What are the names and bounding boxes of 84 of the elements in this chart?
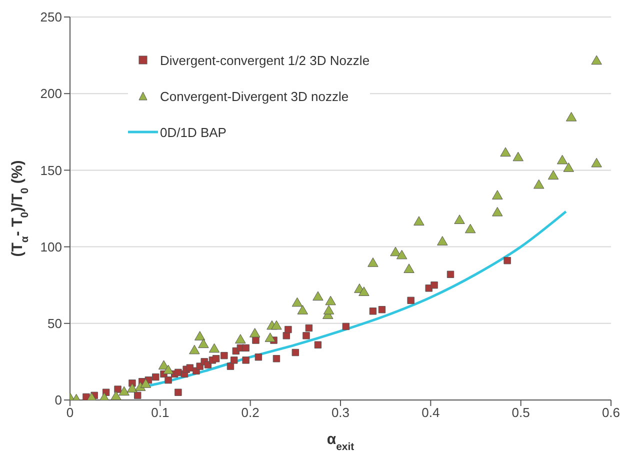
point — [591, 158, 602, 168]
point — [284, 326, 292, 334]
point — [396, 250, 408, 260]
y-tick-label: 150 — [40, 162, 62, 178]
point — [566, 112, 577, 122]
point — [563, 162, 574, 172]
point — [378, 306, 386, 314]
point — [235, 334, 246, 344]
x-axis-title: α$_{exit}$ — [326, 431, 355, 451]
point — [252, 336, 260, 344]
point — [302, 332, 310, 340]
point — [242, 356, 250, 364]
x-tick-label: 0.2 — [241, 405, 260, 420]
point — [110, 390, 122, 400]
point — [414, 216, 424, 226]
point — [164, 376, 172, 384]
point — [500, 147, 511, 157]
point — [390, 246, 401, 256]
point — [305, 324, 313, 332]
y-tick-label: 50 — [48, 316, 62, 332]
point — [264, 332, 276, 342]
point — [230, 356, 238, 364]
point — [198, 338, 209, 348]
point — [534, 179, 544, 189]
legend-label: 0D/1D BAP — [160, 124, 226, 140]
point — [174, 388, 182, 396]
point — [492, 190, 503, 200]
point — [254, 354, 262, 361]
point — [212, 355, 220, 362]
point — [271, 320, 282, 330]
point — [368, 258, 378, 267]
point — [152, 373, 160, 381]
point — [404, 264, 414, 273]
point — [504, 256, 511, 264]
y-tick-label: 200 — [40, 86, 62, 102]
point — [292, 297, 303, 307]
point — [186, 364, 194, 372]
x-tick-label: 0.1 — [151, 405, 170, 420]
point — [282, 332, 290, 340]
x-tick-label: 0.3 — [331, 405, 350, 420]
point — [226, 362, 234, 370]
point — [591, 55, 602, 65]
point — [242, 344, 250, 352]
point — [118, 386, 130, 396]
point — [464, 224, 476, 234]
point — [174, 368, 182, 376]
point — [134, 392, 142, 400]
point — [208, 343, 220, 353]
point — [323, 305, 334, 314]
point — [114, 386, 122, 393]
point — [446, 270, 454, 278]
point — [492, 206, 503, 216]
point — [369, 308, 377, 315]
point — [548, 170, 559, 180]
point — [162, 364, 174, 374]
legend-label: Convergent-Divergent 3D nozzle — [160, 88, 349, 104]
point — [189, 344, 200, 354]
point — [342, 322, 350, 330]
y-tick-label: 100 — [40, 239, 62, 254]
point — [297, 305, 308, 314]
point — [126, 383, 138, 392]
point — [194, 331, 206, 340]
x-tick-label: 0.6 — [602, 405, 620, 420]
point — [272, 355, 280, 362]
y-tick-label: 250 — [40, 10, 62, 25]
point — [430, 281, 438, 289]
point — [358, 286, 370, 296]
point — [512, 152, 524, 162]
point — [314, 341, 322, 348]
x-tick-label: 0.5 — [512, 405, 530, 420]
point — [437, 236, 448, 246]
point — [556, 154, 568, 164]
x-tick-label: 0 — [66, 405, 74, 420]
point — [220, 352, 228, 360]
point — [292, 348, 300, 356]
point — [407, 296, 414, 304]
point — [325, 296, 336, 306]
point — [140, 378, 152, 388]
x-tick-label: 0.4 — [422, 405, 440, 420]
point — [249, 328, 260, 338]
legend-label: Divergent-convergent 1/2 3D Nozzle — [160, 52, 370, 68]
point — [312, 291, 324, 301]
y-tick-label: 0 — [54, 392, 62, 408]
point — [454, 214, 465, 224]
